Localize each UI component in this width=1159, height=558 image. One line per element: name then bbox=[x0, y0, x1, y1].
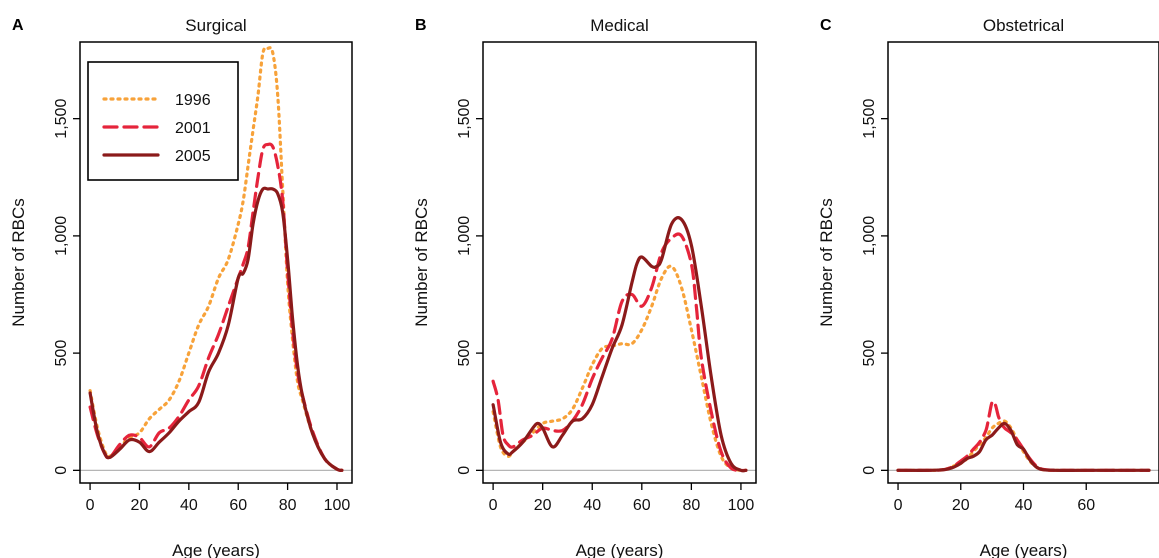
panel-b-ytick-label: 1,000 bbox=[456, 216, 473, 256]
panel-c-series-2001 bbox=[896, 399, 1151, 472]
panel-b-letter: B bbox=[415, 17, 427, 34]
panel-c: C Obstetrical 0 20 40 60 0 500 1,000 1,500 Age (ye… bbox=[817, 16, 1159, 558]
panel-a-letter: A bbox=[12, 17, 24, 34]
panel-a-ytick-label: 0 bbox=[53, 466, 70, 475]
legend: 1996 2001 2005 bbox=[87, 61, 239, 181]
panel-c-xlabel: Age (years) bbox=[980, 541, 1068, 558]
panel-c-ytick-label: 1,000 bbox=[861, 216, 878, 256]
panel-a-xtick-label: 60 bbox=[229, 497, 247, 514]
panel-c-series-1996 bbox=[896, 419, 1151, 472]
legend-label-1996: 1996 bbox=[175, 92, 211, 109]
panel-a-xtick-label: 20 bbox=[131, 497, 149, 514]
panel-b-ylabel: Number of RBCs bbox=[412, 198, 431, 326]
panel-c-frame bbox=[887, 41, 1159, 484]
panel-a-ylabel: Number of RBCs bbox=[9, 198, 28, 326]
panel-a-series-2001 bbox=[88, 142, 344, 472]
panel-c-xtick-label: 60 bbox=[1077, 497, 1095, 514]
panel-a-frame bbox=[79, 41, 353, 484]
panel-a-ytick-label: 500 bbox=[53, 340, 70, 367]
panel-c-xtick-label: 40 bbox=[1015, 497, 1033, 514]
panel-c-ytick-label: 1,500 bbox=[861, 99, 878, 139]
legend-box bbox=[87, 61, 239, 181]
panel-b-xtick-label: 60 bbox=[633, 497, 651, 514]
panel-b-title: Medical bbox=[590, 16, 649, 35]
panel-c-ytick-label: 500 bbox=[861, 340, 878, 367]
panel-b: B Medical 0 20 40 60 80 100 0 500 1,000 1,500 Age (y… bbox=[412, 16, 757, 558]
panel-b-series-2005 bbox=[491, 216, 748, 473]
panel-c-title: Obstetrical bbox=[983, 16, 1064, 35]
panel-a-xtick-label: 80 bbox=[279, 497, 297, 514]
panel-a-title: Surgical bbox=[185, 16, 246, 35]
legend-label-2001: 2001 bbox=[175, 120, 211, 137]
panel-a-xtick-label: 40 bbox=[180, 497, 198, 514]
panel-a-series-2005 bbox=[88, 186, 344, 472]
panel-a-xlabel: Age (years) bbox=[172, 541, 260, 558]
panel-b-xtick-label: 100 bbox=[728, 497, 755, 514]
panel-b-xtick-label: 80 bbox=[682, 497, 700, 514]
legend-label-2005: 2005 bbox=[175, 148, 211, 165]
panel-c-series-group bbox=[896, 399, 1151, 472]
panel-b-xtick-label: 0 bbox=[489, 497, 498, 514]
panel-b-frame bbox=[482, 41, 757, 484]
panel-c-xtick-label: 0 bbox=[894, 497, 903, 514]
panel-b-ytick-label: 1,500 bbox=[456, 99, 473, 139]
panel-a-xtick-label: 0 bbox=[86, 497, 95, 514]
panel-c-ytick-label: 0 bbox=[861, 466, 878, 475]
panel-a-ytick-label: 1,000 bbox=[53, 216, 70, 256]
panel-b-xtick-label: 40 bbox=[583, 497, 601, 514]
panel-c-letter: C bbox=[820, 17, 832, 34]
panel-b-series-group bbox=[491, 216, 748, 473]
panel-b-xlabel: Age (years) bbox=[576, 541, 664, 558]
panel-a: A Surgical 0 20 40 60 80 100 0 500 1,000 1,500 Age (… bbox=[9, 16, 353, 558]
panel-b-ytick-label: 500 bbox=[456, 340, 473, 367]
panel-b-ytick-label: 0 bbox=[456, 466, 473, 475]
panel-b-series-2001 bbox=[491, 232, 748, 473]
panel-c-ylabel: Number of RBCs bbox=[817, 198, 836, 326]
panel-b-xtick-label: 20 bbox=[534, 497, 552, 514]
panel-a-ytick-label: 1,500 bbox=[53, 99, 70, 139]
panel-c-xtick-label: 20 bbox=[952, 497, 970, 514]
panel-b-series-1996 bbox=[491, 264, 748, 473]
panel-a-xtick-label: 100 bbox=[324, 497, 351, 514]
panel-a-series-group bbox=[88, 46, 344, 472]
panel-c-series-2005 bbox=[896, 421, 1151, 472]
